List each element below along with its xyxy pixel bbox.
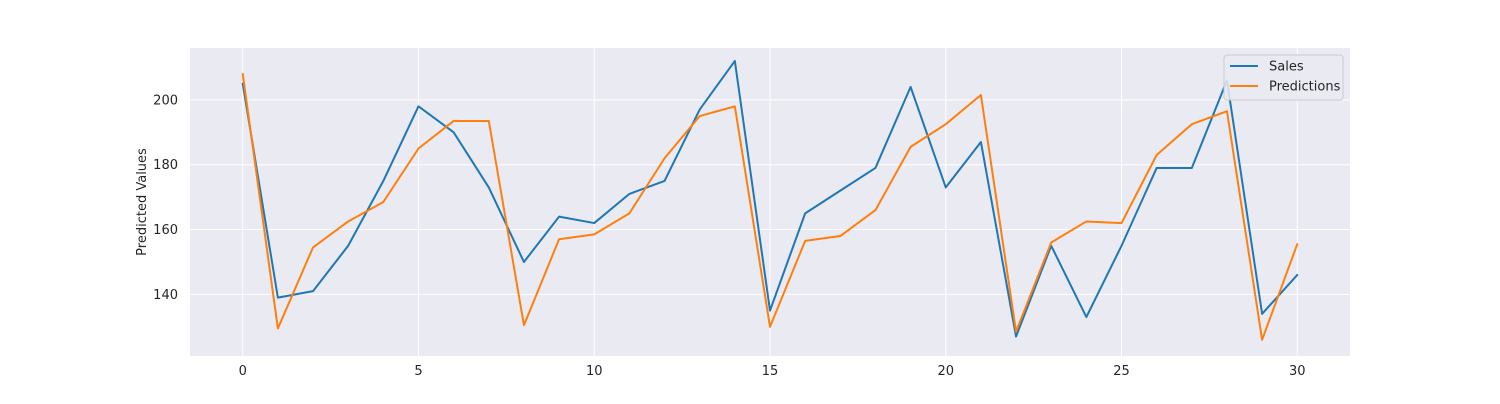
x-tick-label: 30 xyxy=(1289,364,1306,379)
x-tick-label: 0 xyxy=(239,364,247,379)
series-line-predictions xyxy=(241,72,1299,341)
legend: Sales Predictions xyxy=(1223,54,1344,101)
series-layer xyxy=(241,59,1299,341)
y-tick-labels: 140 160 180 200 xyxy=(153,93,178,303)
x-tick-labels: 0 5 10 15 20 25 30 xyxy=(239,364,1306,379)
series-line-sales xyxy=(241,59,1299,338)
legend-label-sales: Sales xyxy=(1269,60,1304,75)
y-tick-label: 160 xyxy=(153,223,178,238)
x-tick-label: 5 xyxy=(414,364,422,379)
y-tick-label: 140 xyxy=(153,288,178,303)
legend-label-predictions: Predictions xyxy=(1269,80,1341,95)
x-tick-label: 15 xyxy=(762,364,779,379)
y-tick-label: 200 xyxy=(153,93,178,108)
x-tick-label: 10 xyxy=(586,364,603,379)
y-tick-label: 180 xyxy=(153,158,178,173)
y-axis-label: Predicted Values xyxy=(135,148,150,256)
x-tick-label: 20 xyxy=(937,364,954,379)
x-tick-label: 25 xyxy=(1113,364,1130,379)
gridlines xyxy=(190,48,1350,356)
